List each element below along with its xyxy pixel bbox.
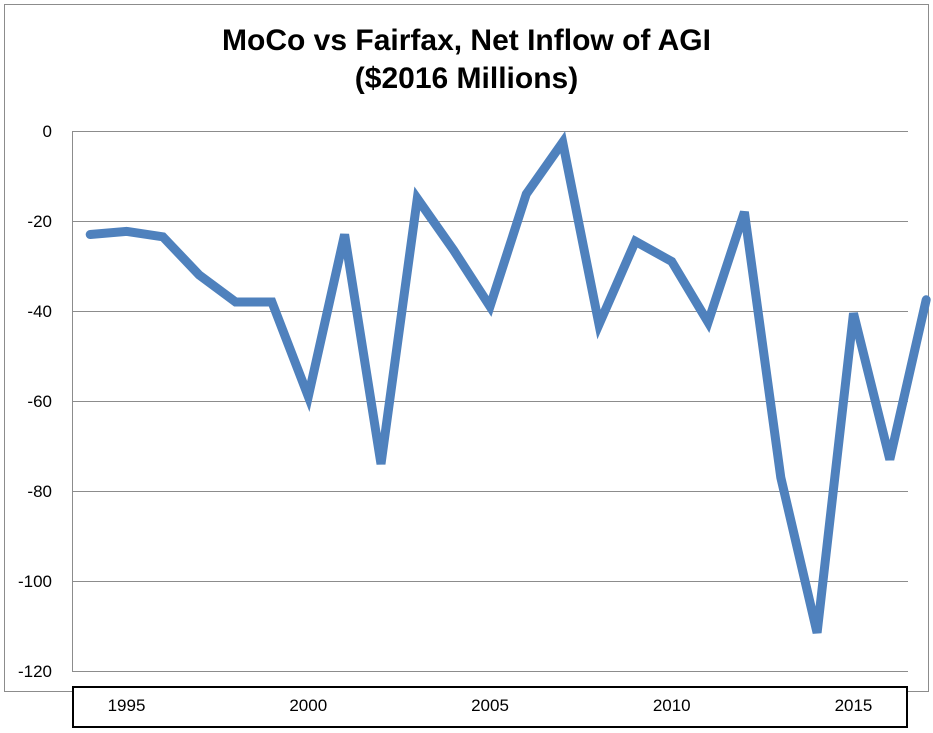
y-axis-tick-labels: 0 -20 -40 -60 -80 -100 -120: [18, 122, 52, 681]
y-tick-label: -100: [18, 572, 52, 591]
y-tick-label: -40: [27, 302, 52, 321]
y-tick-label: -20: [27, 212, 52, 231]
x-tick-label: 1995: [108, 696, 146, 715]
chart-title: MoCo vs Fairfax, Net Inflow of AGI ($201…: [0, 22, 933, 98]
gridlines: [72, 131, 908, 672]
x-tick-label: 2010: [653, 696, 691, 715]
series-line: [85, 131, 931, 634]
y-tick-label: -60: [27, 392, 52, 411]
x-axis-box: [72, 686, 908, 728]
y-tick-label: -120: [18, 662, 52, 681]
x-tick-label: 2015: [835, 696, 873, 715]
x-tick-label: 2005: [471, 696, 509, 715]
chart-subtitle: ($2016 Millions): [354, 62, 579, 95]
series-layer: [85, 131, 931, 634]
x-axis-tick-labels: 1995 2000 2005 2010 2015: [108, 696, 873, 715]
y-tick-label: -80: [27, 482, 52, 501]
y-tick-label: 0: [43, 122, 52, 141]
chart-title-line-1: MoCo vs Fairfax, Net Inflow of AGI: [222, 24, 711, 57]
x-tick-label: 2000: [289, 696, 327, 715]
chart-frame: [4, 4, 929, 692]
